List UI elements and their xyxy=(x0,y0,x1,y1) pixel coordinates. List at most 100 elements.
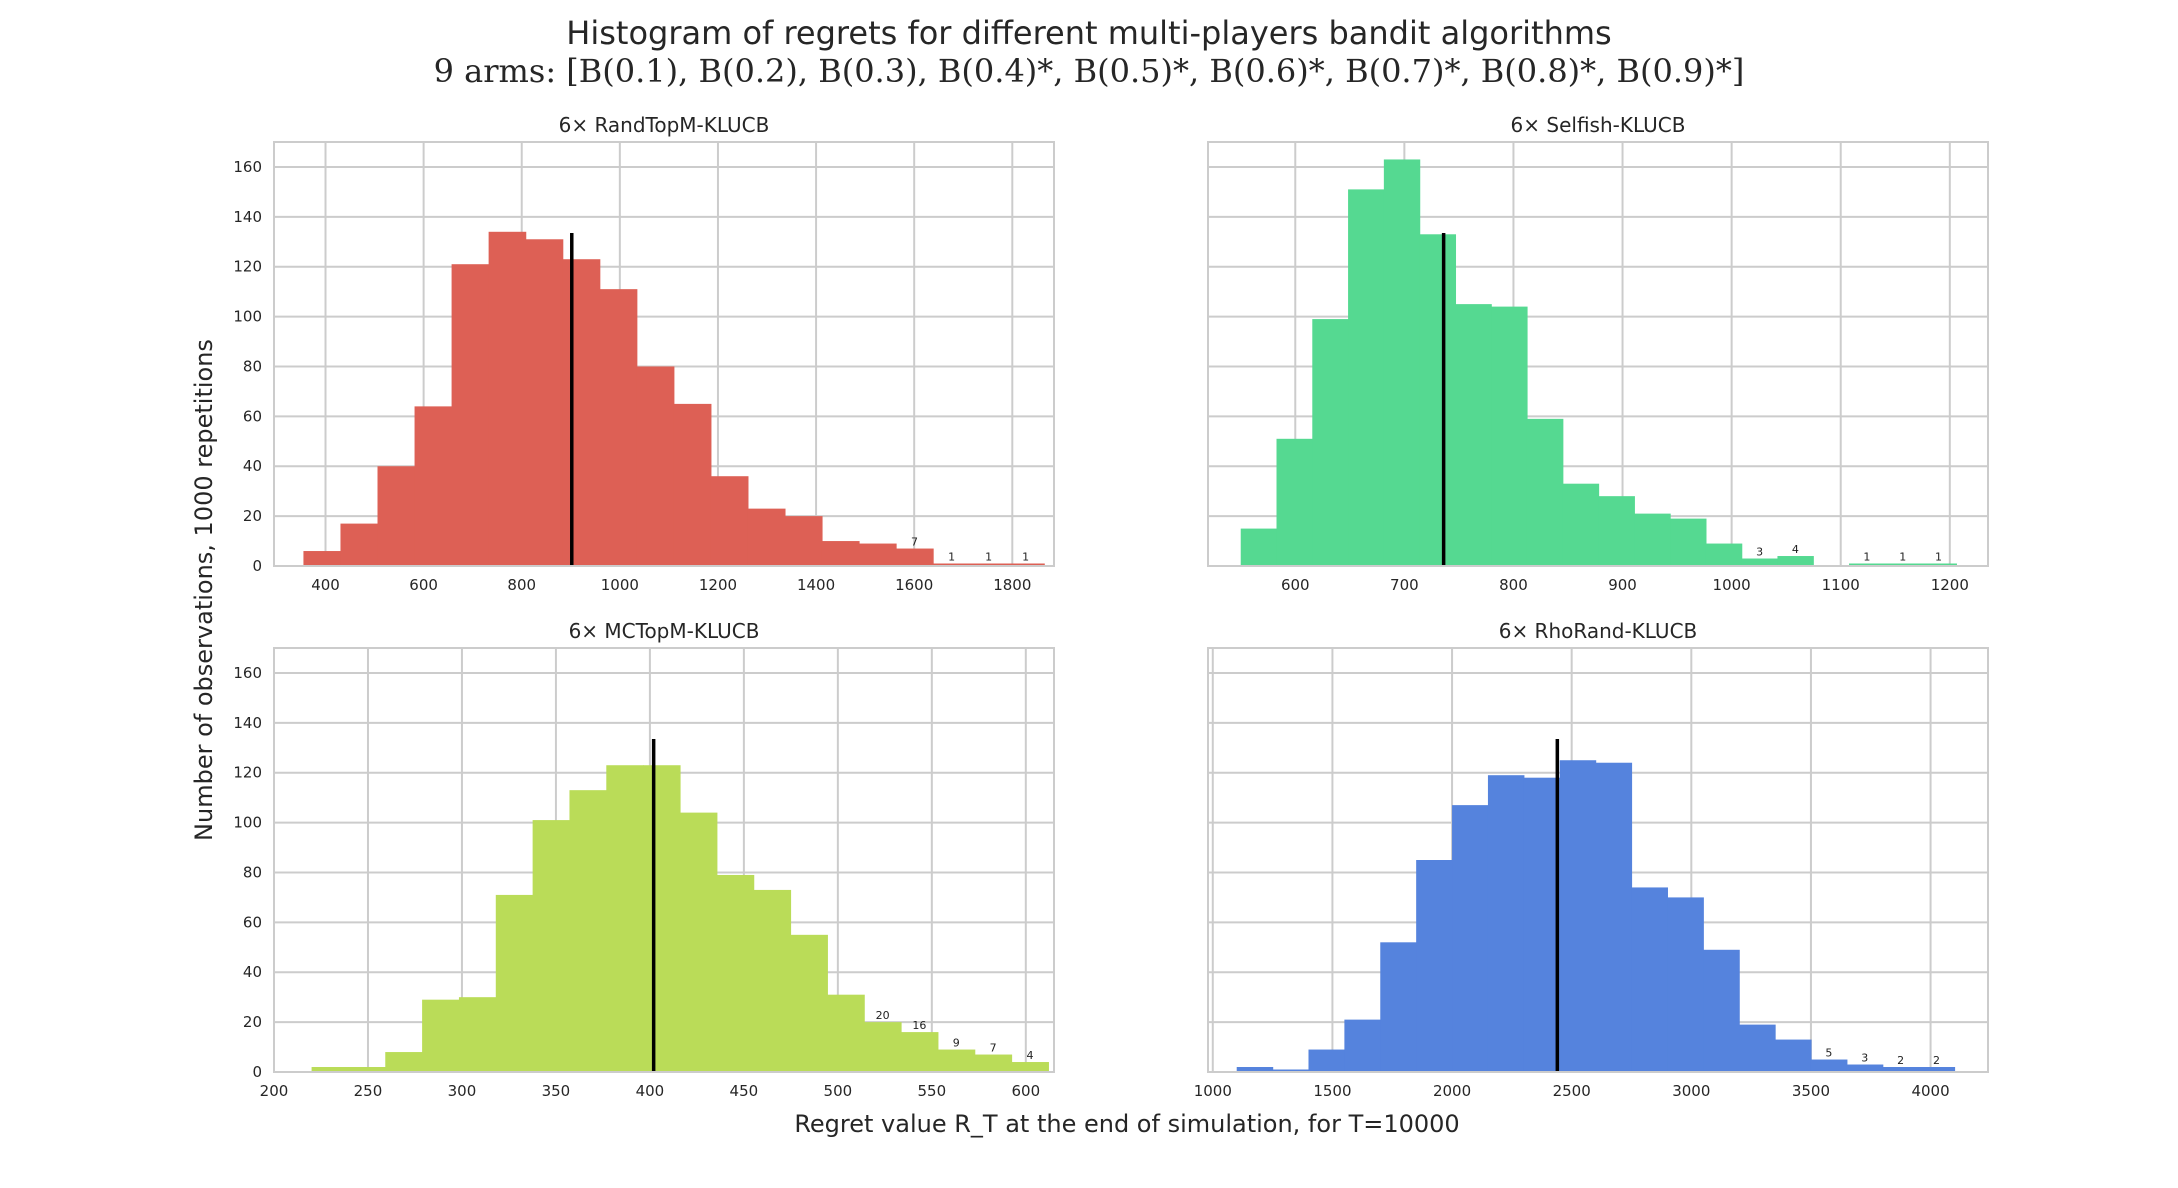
bar-count-label: 1 xyxy=(1899,551,1906,564)
histogram-bar xyxy=(716,874,755,1072)
histogram-bar xyxy=(901,1032,939,1072)
subplot-2: 3 4 1 1 1 600 700 800 900 1000 1100 1200 6× Selfish-… xyxy=(1207,113,1989,594)
x-tick-label: 1200 xyxy=(699,576,737,594)
x-axis-label: Regret value R_T at the end of simulatio… xyxy=(794,1110,1459,1138)
histogram-bar xyxy=(1452,805,1489,1072)
subplot-grid: 71 1 1400 600 800 1000 1200 1400 1600 18000204060… xyxy=(233,113,1989,1100)
subplot-title: 6× RhoRand-KLUCB xyxy=(1499,619,1698,643)
y-tick-label: 40 xyxy=(243,457,262,475)
histogram-bar xyxy=(606,765,644,1072)
histogram-bar xyxy=(1308,1049,1345,1072)
histogram-bar xyxy=(1918,1067,1956,1072)
histogram-bar xyxy=(636,366,675,566)
histogram-bar xyxy=(1562,483,1600,566)
histogram-bar xyxy=(784,516,823,566)
histogram-bar xyxy=(451,264,490,566)
bar-count-label: 2 xyxy=(1897,1054,1904,1067)
histogram-bar xyxy=(827,994,865,1072)
histogram-bar xyxy=(747,508,786,566)
bar-count-label: 7 xyxy=(990,1042,997,1055)
y-tick-label: 100 xyxy=(233,308,262,326)
x-tick-label: 1600 xyxy=(895,576,933,594)
bar-count-label: 16 xyxy=(912,1019,926,1032)
x-tick-label: 450 xyxy=(730,1082,759,1100)
histogram-bar xyxy=(1559,760,1597,1072)
histogram-bar xyxy=(1312,319,1349,566)
x-tick-label: 1000 xyxy=(1713,576,1751,594)
histogram-bar xyxy=(311,1067,350,1072)
bar-count-label: 1 xyxy=(948,551,955,564)
bar-count-label: 4 xyxy=(1792,543,1799,556)
axes-frame xyxy=(1207,647,1989,1073)
histogram-bar xyxy=(1920,563,1957,566)
y-tick-label: 160 xyxy=(233,158,262,176)
subplot-1: 71 1 1400 600 800 1000 1200 1400 1600 18000204060… xyxy=(233,113,1055,594)
subplot-4: 5 3 2 2 1000 1500 2000 2500 3000 3500 4000 6× RhoRa… xyxy=(1194,619,1989,1100)
x-tick-label: 900 xyxy=(1608,576,1637,594)
x-tick-label: 700 xyxy=(1390,576,1419,594)
histogram-bar xyxy=(525,239,564,567)
x-tick-label: 500 xyxy=(824,1082,853,1100)
histogram-bar xyxy=(864,1022,902,1072)
x-tick-label: 1000 xyxy=(601,576,639,594)
figure-subtitle-arms: 9 arms: [B(0.1), B(0.2), B(0.3), B(0.4)*… xyxy=(434,52,1745,90)
subplot-3: 20 16 9 7 4 200 250 300 350 400 450 500 550 600 0 20 40 6… xyxy=(233,619,1055,1100)
histogram-bar xyxy=(1810,1059,1848,1072)
bar-count-label: 1 xyxy=(1935,551,1942,564)
subplot-title: 6× RandTopM-KLUCB xyxy=(559,113,770,137)
histogram-bar xyxy=(1884,563,1922,566)
histogram-bar xyxy=(562,259,601,566)
x-tick-label: 600 xyxy=(1011,1082,1040,1100)
axes-frame xyxy=(273,647,1055,1073)
histogram-bar xyxy=(1344,1019,1381,1072)
histogram-bar xyxy=(933,563,971,566)
bar-count-label: 4 xyxy=(1026,1049,1033,1062)
x-tick-label: 1100 xyxy=(1822,576,1860,594)
histogram-bar xyxy=(1775,1039,1812,1072)
x-tick-label: 400 xyxy=(311,576,340,594)
histogram-bar xyxy=(974,1054,1013,1072)
y-tick-label: 140 xyxy=(233,714,262,732)
y-tick-label: 60 xyxy=(243,913,262,931)
histogram-bar xyxy=(821,541,860,566)
y-tick-label: 120 xyxy=(233,764,262,782)
histogram-bar xyxy=(1849,563,1886,566)
x-tick-label: 4000 xyxy=(1911,1082,1949,1100)
histogram-bar xyxy=(1419,234,1457,566)
histogram-bar xyxy=(1739,1024,1776,1072)
histogram-bar xyxy=(532,820,571,1072)
histogram-bar xyxy=(1598,496,1635,566)
histogram-bar xyxy=(1416,860,1453,1072)
figure-title: Histogram of regrets for different multi… xyxy=(566,14,1611,52)
histogram-bar xyxy=(348,1067,386,1072)
y-tick-label: 80 xyxy=(243,357,262,375)
x-tick-label: 300 xyxy=(448,1082,477,1100)
bar-count-label: 1 xyxy=(985,551,992,564)
histogram-bar xyxy=(385,1052,423,1072)
histogram-bar xyxy=(422,999,460,1072)
bar-count-label: 3 xyxy=(1756,546,1763,559)
x-tick-label: 350 xyxy=(542,1082,571,1100)
x-tick-label: 800 xyxy=(507,576,536,594)
histogram-bar xyxy=(1491,306,1528,566)
bar-count-label: 1 xyxy=(1863,551,1870,564)
y-axis-label: Number of observations, 1000 repetitions xyxy=(190,339,218,841)
histogram-bar xyxy=(1240,528,1278,566)
y-tick-label: 100 xyxy=(233,814,262,832)
histogram-bar xyxy=(1777,556,1814,566)
x-tick-label: 550 xyxy=(918,1082,947,1100)
histogram-bar xyxy=(1455,304,1492,566)
y-tick-label: 20 xyxy=(243,1013,262,1031)
histogram-bar xyxy=(1487,775,1525,1072)
x-tick-label: 400 xyxy=(636,1082,665,1100)
y-tick-label: 140 xyxy=(233,208,262,226)
y-tick-label: 0 xyxy=(252,1063,262,1081)
bar-count-label: 7 xyxy=(911,536,918,549)
histogram-bar xyxy=(753,889,792,1072)
histogram-bar xyxy=(458,997,497,1072)
histogram-bar xyxy=(303,551,342,566)
histogram-bar xyxy=(1705,543,1743,566)
x-tick-label: 600 xyxy=(409,576,438,594)
x-tick-label: 2500 xyxy=(1553,1082,1591,1100)
histogram-bar xyxy=(1383,159,1421,567)
